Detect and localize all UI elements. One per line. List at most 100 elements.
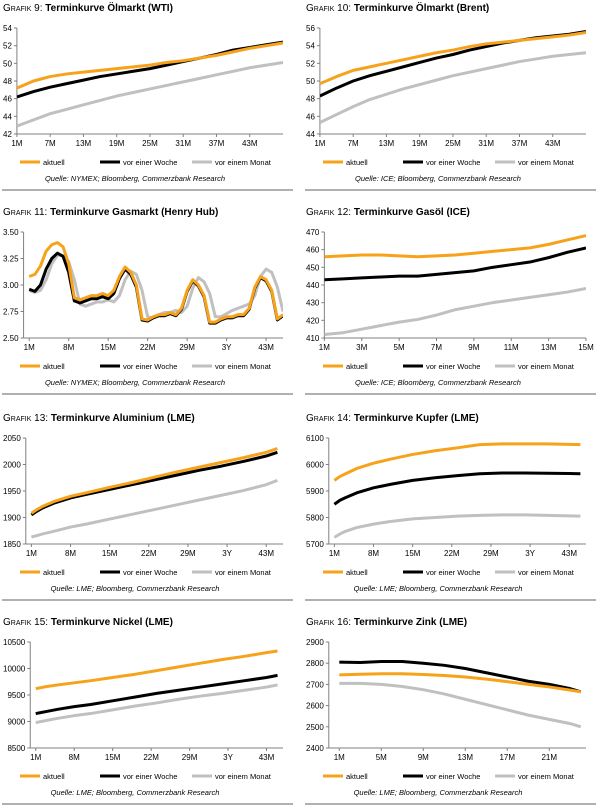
chart-title-text: Terminkurve Gasmarkt (Henry Hub) bbox=[50, 207, 218, 218]
y-tick-label: 48 bbox=[306, 95, 315, 104]
series-line bbox=[339, 660, 582, 694]
x-tick-label: 5M bbox=[376, 753, 387, 762]
x-tick-label: 19M bbox=[109, 139, 125, 148]
x-tick-label: 43M bbox=[242, 139, 258, 148]
y-tick-label: 1900 bbox=[3, 514, 21, 523]
y-tick-label: 6000 bbox=[306, 461, 324, 470]
series-line bbox=[319, 30, 586, 86]
y-tick-label: 1950 bbox=[3, 487, 21, 496]
y-tick-label: 2050 bbox=[3, 434, 21, 443]
x-tick-label: 17M bbox=[499, 753, 515, 762]
x-tick-label: 3Y bbox=[223, 753, 233, 762]
legend-label: vor einer Woche bbox=[426, 362, 480, 371]
x-tick-label: 43M bbox=[258, 343, 274, 352]
x-tick-label: 29M bbox=[180, 549, 196, 558]
series-line bbox=[319, 30, 586, 98]
y-tick-label: 2700 bbox=[306, 680, 324, 689]
y-tick-label: 9500 bbox=[7, 691, 25, 700]
series-line bbox=[30, 450, 278, 517]
series-line bbox=[324, 234, 586, 259]
y-tick-label: 48 bbox=[3, 77, 12, 86]
x-tick-label: 43M bbox=[561, 549, 577, 558]
y-tick-label: 10000 bbox=[3, 665, 26, 674]
legend-label: aktuell bbox=[43, 158, 65, 167]
y-tick-label: 46 bbox=[3, 95, 12, 104]
y-tick-label: 42 bbox=[3, 130, 12, 139]
y-tick-label: 5700 bbox=[306, 540, 324, 549]
legend-label: vor einer Woche bbox=[123, 362, 177, 371]
y-tick-label: 430 bbox=[306, 299, 320, 308]
source-note: Quelle: ICE; Bloomberg, Commerzbank Rese… bbox=[355, 378, 521, 387]
x-tick-label: 13M bbox=[541, 343, 557, 352]
chart-panel: Grafik 9: Terminkurve Ölmarkt (WTI) 42 44 4… bbox=[2, 1, 293, 191]
series-line bbox=[333, 442, 581, 482]
y-tick-label: 2000 bbox=[3, 461, 21, 470]
y-tick-label: 460 bbox=[306, 246, 320, 255]
y-tick-label: 420 bbox=[306, 316, 320, 325]
x-tick-label: 43M bbox=[258, 549, 274, 558]
x-tick-label: 25M bbox=[142, 139, 158, 148]
chart-panel: Grafik 12: Terminkurve Gasöl (ICE) 410 420… bbox=[305, 207, 596, 395]
x-tick-label: 1M bbox=[334, 753, 345, 762]
source-note: Quelle: ICE; Bloomberg, Commerzbank Rese… bbox=[355, 174, 521, 183]
x-tick-label: 43M bbox=[545, 139, 561, 148]
y-tick-label: 450 bbox=[306, 263, 320, 272]
series-line bbox=[35, 649, 278, 691]
x-tick-label: 13M bbox=[457, 753, 473, 762]
y-tick-label: 2600 bbox=[306, 702, 324, 711]
source-note: Quelle: LME; Bloomberg, Commerzbank Rese… bbox=[354, 584, 523, 593]
legend-label: vor einer Woche bbox=[426, 568, 480, 577]
y-tick-label: 46 bbox=[306, 112, 315, 121]
chart-number: Grafik 15: bbox=[3, 617, 48, 628]
chart-number: Grafik 16: bbox=[306, 617, 351, 628]
chart-title-text: Terminkurve Nickel (LME) bbox=[51, 617, 173, 628]
y-tick-label: 5900 bbox=[306, 487, 324, 496]
chart-title-text: Terminkurve Ölmarkt (Brent) bbox=[354, 1, 489, 14]
source-note: Quelle: NYMEX; Bloomberg, Commerzbank Re… bbox=[45, 378, 225, 387]
chart-panel: Grafik 16: Terminkurve Zink (LME) 2400 250… bbox=[305, 617, 596, 805]
x-tick-label: 22M bbox=[141, 549, 157, 558]
chart-number: Grafik 12: bbox=[306, 207, 351, 218]
y-tick-label: 440 bbox=[306, 281, 320, 290]
series-line bbox=[319, 51, 586, 124]
chart-title-text: Terminkurve Zink (LME) bbox=[354, 617, 467, 628]
x-tick-label: 29M bbox=[179, 343, 195, 352]
x-tick-label: 3Y bbox=[222, 343, 232, 352]
x-tick-label: 19M bbox=[412, 139, 428, 148]
series-line bbox=[339, 681, 582, 729]
y-tick-label: 2400 bbox=[306, 744, 324, 753]
y-tick-label: 3.00 bbox=[3, 281, 19, 290]
series-line bbox=[16, 60, 283, 128]
series-line bbox=[324, 246, 586, 282]
y-tick-label: 2500 bbox=[306, 723, 324, 732]
x-tick-label: 1M bbox=[329, 549, 340, 558]
chart-title-text: Terminkurve Gasöl (ICE) bbox=[354, 207, 470, 218]
legend-label: aktuell bbox=[346, 362, 368, 371]
chart-title: Grafik 11: Terminkurve Gasmarkt (Henry H… bbox=[3, 207, 218, 218]
chart-title: Grafik 16: Terminkurve Zink (LME) bbox=[306, 617, 467, 628]
series-line bbox=[339, 672, 581, 694]
chart-number: Grafik 9: bbox=[3, 3, 43, 14]
y-tick-label: 2.50 bbox=[3, 334, 19, 343]
source-note: Quelle: NYMEX; Bloomberg, Commerzbank Re… bbox=[45, 174, 225, 183]
y-tick-label: 52 bbox=[306, 59, 315, 68]
x-tick-label: 8M bbox=[368, 549, 379, 558]
y-tick-label: 44 bbox=[3, 112, 12, 121]
legend-label: aktuell bbox=[346, 158, 368, 167]
y-tick-label: 9000 bbox=[7, 718, 25, 727]
y-tick-label: 1850 bbox=[3, 540, 21, 549]
chart-title: Grafik 15: Terminkurve Nickel (LME) bbox=[3, 617, 173, 628]
legend-label: vor einem Monat bbox=[518, 362, 575, 371]
y-tick-label: 410 bbox=[306, 334, 320, 343]
x-tick-label: 15M bbox=[102, 549, 118, 558]
y-tick-label: 8500 bbox=[7, 744, 25, 753]
x-tick-label: 11M bbox=[504, 343, 519, 352]
y-tick-label: 54 bbox=[306, 42, 315, 51]
x-tick-label: 29M bbox=[182, 753, 198, 762]
x-tick-label: 25M bbox=[445, 139, 461, 148]
x-tick-label: 13M bbox=[379, 139, 395, 148]
x-tick-label: 9M bbox=[418, 753, 429, 762]
x-tick-label: 1M bbox=[314, 139, 325, 148]
legend-label: aktuell bbox=[43, 772, 65, 781]
